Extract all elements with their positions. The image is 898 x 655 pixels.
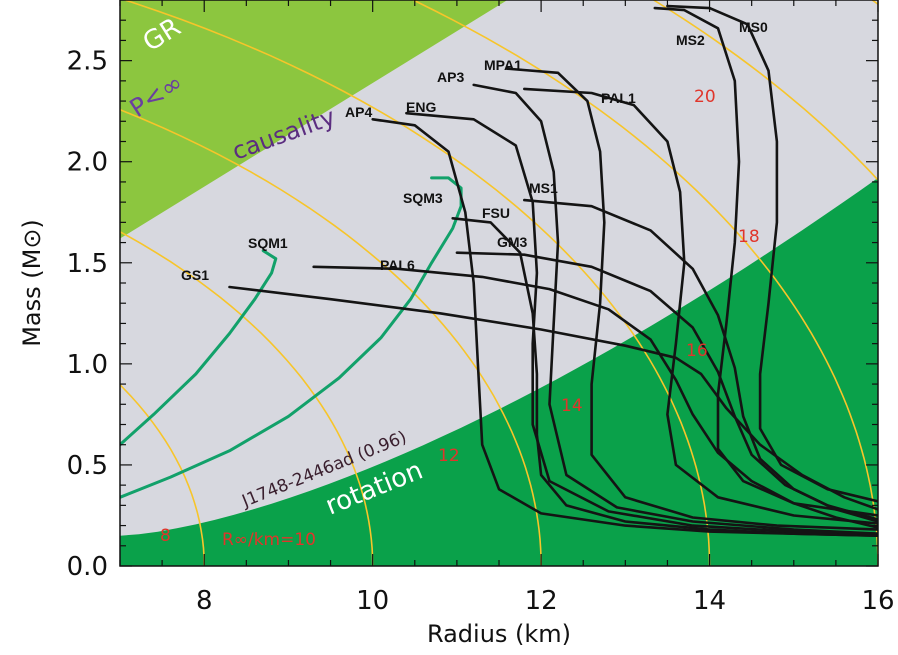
curve-label-pal6: PAL6 [380, 257, 415, 273]
y-tick-label: 2.5 [67, 47, 108, 77]
contour-label-10: R∞/km=10 [222, 530, 316, 550]
curve-ms2 [653, 6, 878, 517]
x-tick-label: 16 [861, 586, 894, 616]
curve-mpa1 [506, 67, 878, 531]
curve-ap4 [371, 118, 878, 537]
causality-region [120, 0, 508, 239]
contour-label-16: 16 [686, 341, 708, 361]
curve-label-sqm1: SQM1 [248, 235, 288, 251]
y-tick-label: 0.5 [67, 451, 108, 481]
x-axis-title: Radius (km) [427, 620, 571, 648]
curve-label-gs1: GS1 [181, 267, 209, 283]
y-tick-label: 1.0 [67, 350, 108, 380]
y-tick-label: 2.0 [67, 148, 108, 178]
x-tick-label: 10 [356, 586, 389, 616]
radius-contour-8 [120, 383, 205, 566]
eos-curves [228, 4, 878, 537]
curve-label-gm3: GM3 [497, 234, 528, 250]
y-tick-label: 0.0 [67, 552, 108, 582]
rotation-region [120, 177, 878, 566]
y-axis-title: Mass (M⊙) [18, 219, 46, 347]
strange-star-curves [120, 176, 463, 499]
curve-label-ms2: MS2 [676, 32, 705, 48]
curve-label-mpa1: MPA1 [484, 57, 522, 73]
curve-eng [405, 111, 878, 535]
curve-label-ap3: AP3 [437, 69, 464, 85]
radius-contour-14 [122, 0, 711, 566]
curve-pal1 [523, 87, 878, 525]
contour-label-12: 12 [438, 446, 460, 466]
curve-label-ms1: MS1 [529, 180, 558, 196]
curve-label-eng: ENG [406, 99, 436, 115]
radius-contours [120, 0, 878, 566]
curve-label-pal1: PAL1 [601, 90, 636, 106]
curve-ms1 [523, 198, 878, 523]
x-tick-label: 14 [693, 586, 726, 616]
curve-label-ap4: AP4 [345, 104, 372, 120]
curve-sqm1 [120, 249, 278, 447]
x-tick-label: 12 [525, 586, 558, 616]
contour-label-20: 20 [694, 87, 716, 107]
curve-ap3 [472, 83, 878, 535]
contour-label-14: 14 [561, 396, 583, 416]
curve-label-ms0: MS0 [739, 19, 768, 35]
axis-ticks: 8 10 12 14 16 0.0 0.5 1.0 1.5 2.0 2.5 [67, 0, 895, 616]
curve-ms0 [666, 4, 878, 503]
curve-label-sqm3: SQM3 [403, 190, 443, 206]
x-tick-label: 8 [196, 586, 213, 616]
contour-label-18: 18 [738, 227, 760, 247]
contour-label-8: 8 [160, 526, 171, 546]
y-tick-label: 1.5 [67, 249, 108, 279]
curve-fsu [451, 217, 878, 537]
curve-sqm3 [120, 176, 463, 499]
radius-contour-16 [411, 0, 878, 566]
radius-contour-18 [652, 0, 878, 182]
curve-label-fsu: FSU [482, 205, 510, 221]
radius-contour-10 [120, 230, 374, 566]
